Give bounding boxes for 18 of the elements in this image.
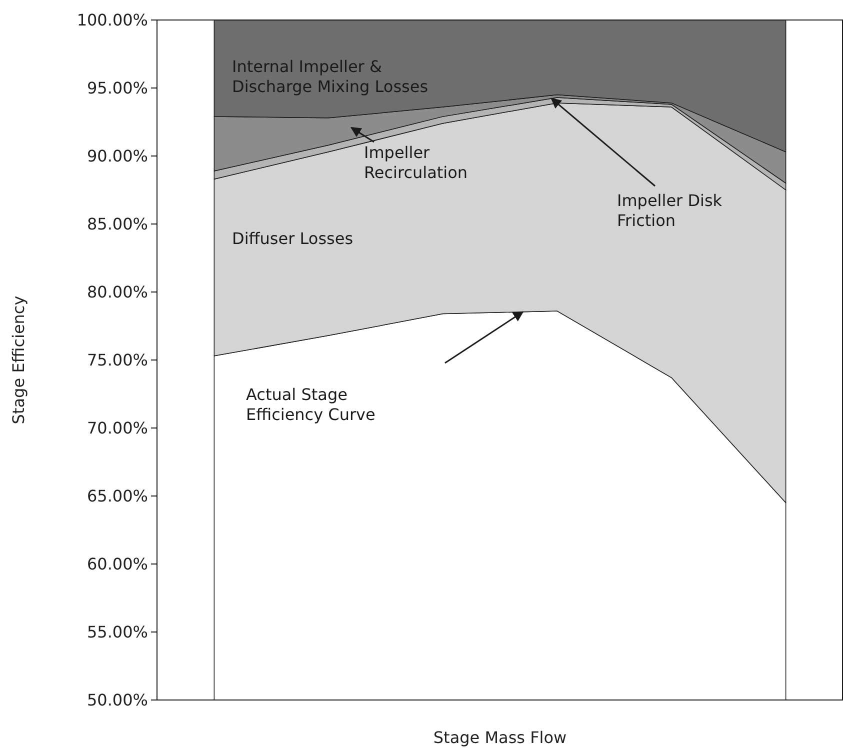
y-axis-title: Stage Efficiency	[9, 296, 28, 424]
y-tick-label: 80.00%	[86, 282, 148, 302]
y-tick-label: 70.00%	[86, 418, 148, 438]
y-tick-label: 90.00%	[86, 146, 148, 166]
series-label: Internal Impeller & Discharge Mixing Losses	[232, 57, 428, 96]
y-tick-label: 65.00%	[86, 486, 148, 506]
y-tick-label: 50.00%	[86, 690, 148, 710]
y-tick-label: 75.00%	[86, 350, 148, 370]
y-tick-label: 95.00%	[86, 78, 148, 98]
y-tick-label: 85.00%	[86, 214, 148, 234]
y-tick-label: 55.00%	[86, 622, 148, 642]
series-label: Actual Stage Efficiency Curve	[246, 385, 376, 424]
x-axis-title: Stage Mass Flow	[433, 728, 567, 747]
y-tick-label: 100.00%	[76, 10, 148, 30]
legend-label: Impeller Recirculation	[364, 143, 468, 182]
text: Impeller Disk Friction	[617, 191, 723, 230]
y-tick-label: 60.00%	[86, 554, 148, 574]
series-label: Diffuser Losses	[232, 229, 354, 248]
